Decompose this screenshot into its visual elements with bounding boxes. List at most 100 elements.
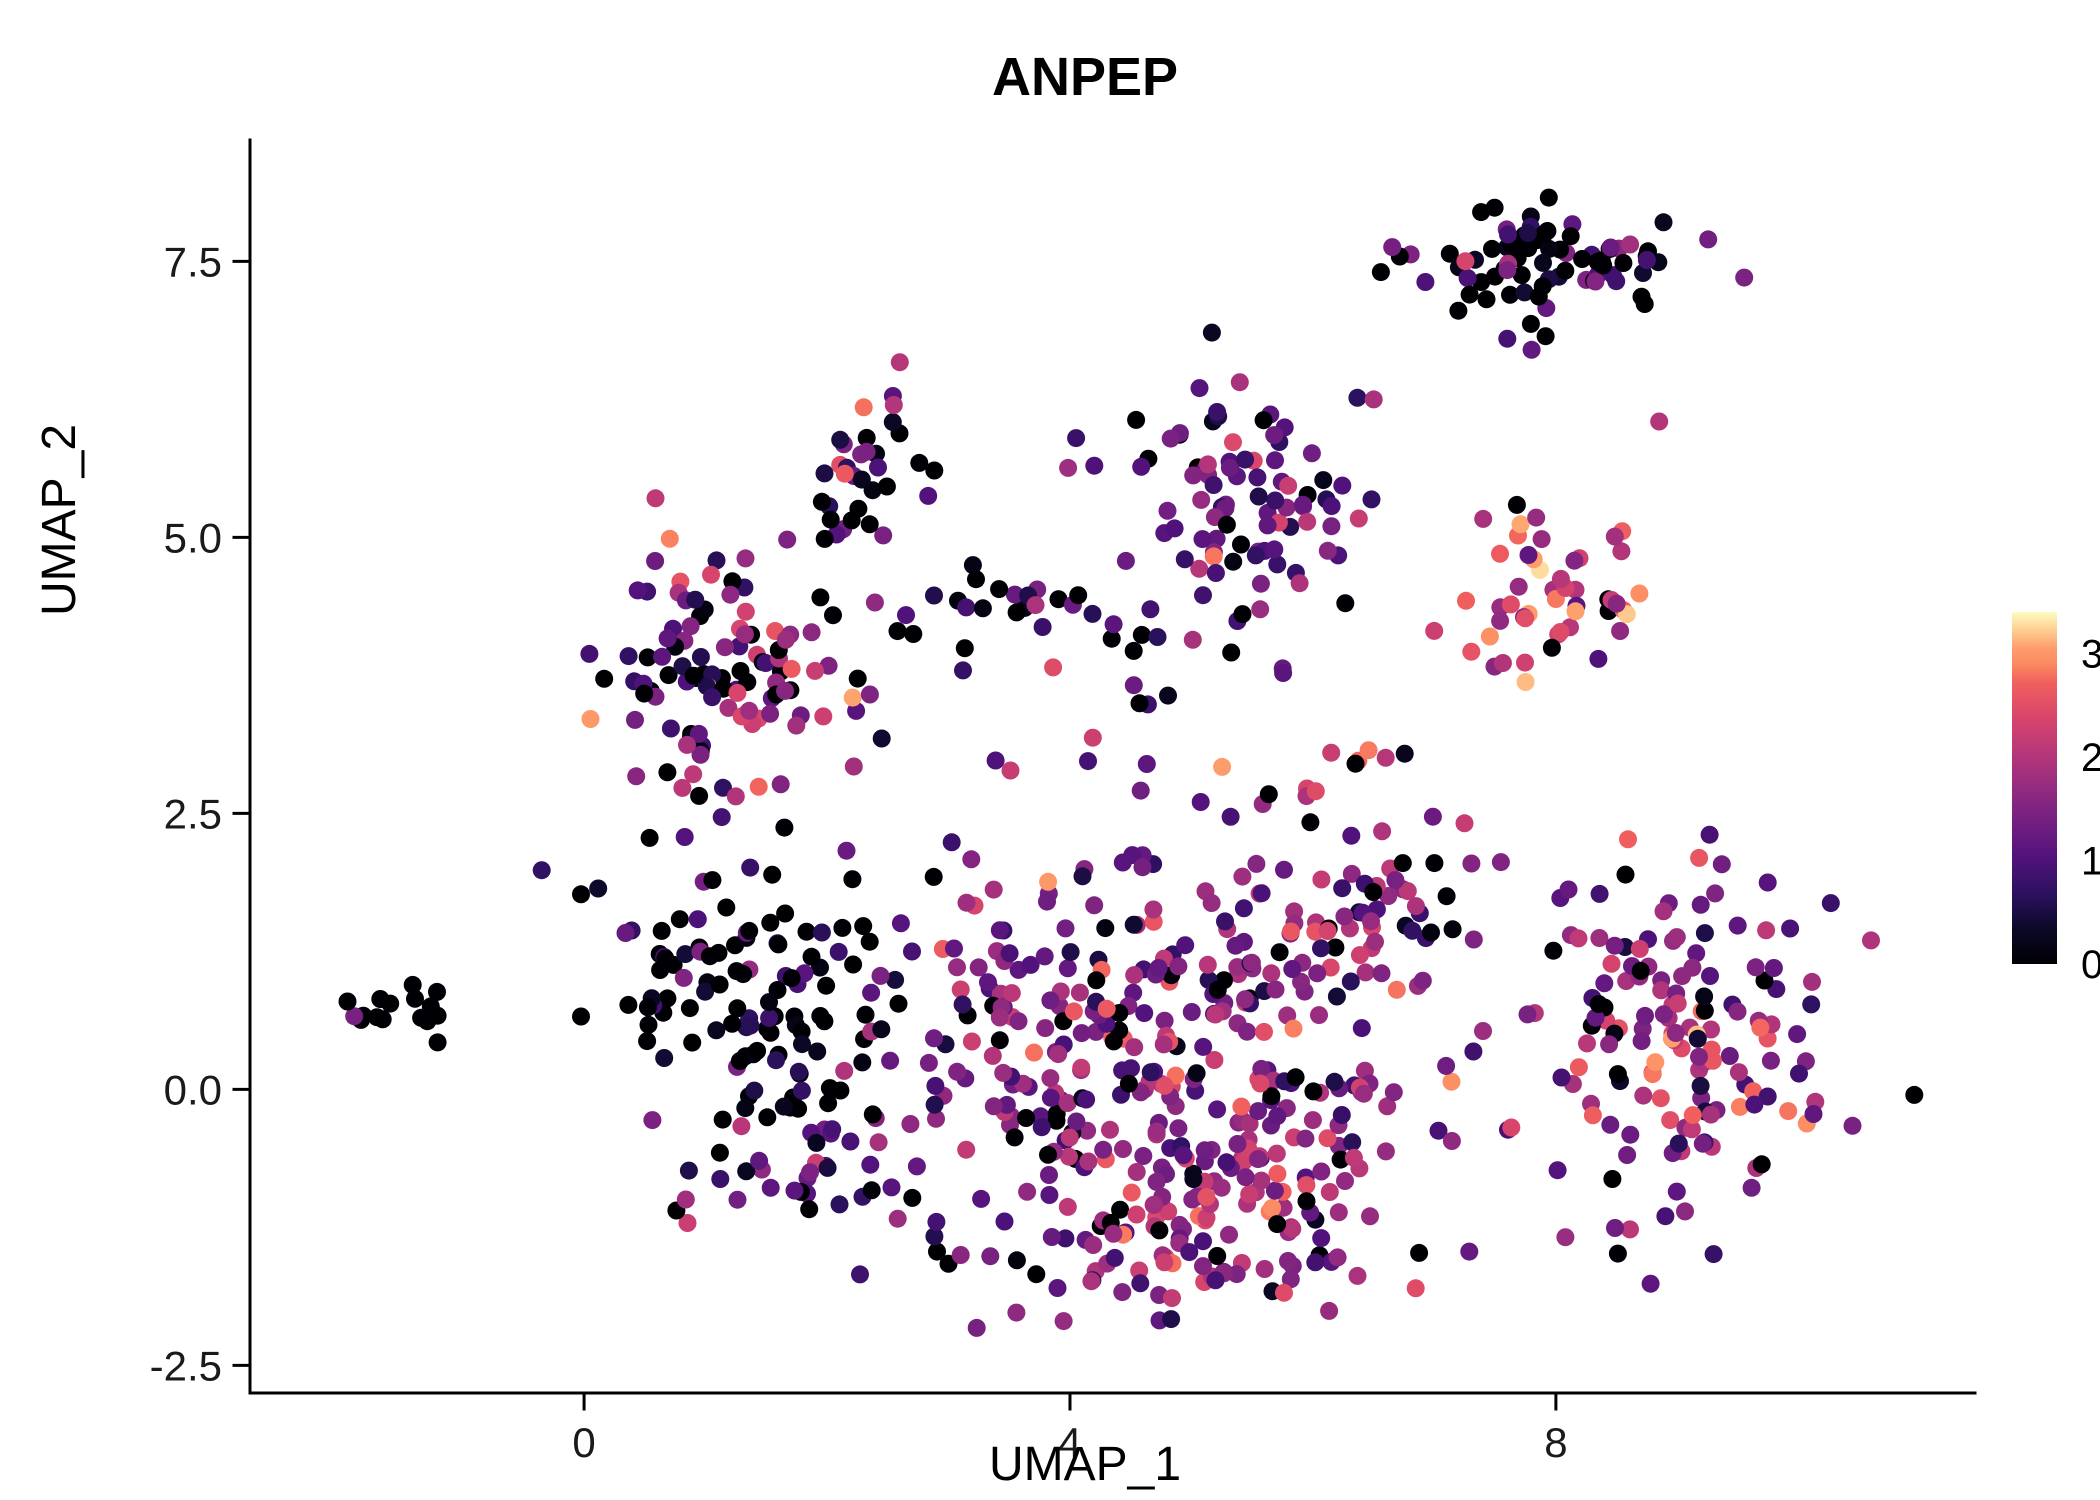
data-point	[954, 661, 972, 680]
data-point	[1602, 954, 1621, 973]
data-point	[1302, 444, 1321, 463]
data-point	[1058, 1197, 1077, 1216]
data-point	[1318, 1129, 1337, 1148]
data-point	[861, 1155, 880, 1174]
data-point	[689, 724, 708, 743]
data-point	[1040, 1166, 1058, 1184]
data-point	[1442, 1072, 1461, 1091]
data-point	[815, 464, 834, 483]
data-point	[829, 942, 848, 961]
data-point	[1232, 1097, 1251, 1116]
data-point	[1083, 604, 1102, 623]
data-point	[1132, 457, 1151, 476]
data-point	[1144, 900, 1163, 919]
data-point	[849, 499, 868, 518]
data-point	[871, 966, 890, 985]
data-point	[1290, 574, 1309, 593]
data-point	[676, 1190, 695, 1209]
data-point	[1637, 251, 1656, 269]
data-point	[801, 1163, 819, 1182]
data-point	[1266, 491, 1285, 510]
data-point	[726, 787, 745, 806]
data-point	[811, 588, 830, 607]
data-point	[802, 623, 821, 642]
data-point	[818, 1158, 837, 1177]
data-point	[702, 565, 720, 584]
data-point	[1607, 594, 1626, 613]
data-point	[1548, 1161, 1567, 1180]
data-point	[660, 529, 679, 548]
data-point	[860, 685, 879, 704]
data-point	[1393, 854, 1412, 873]
data-point	[1252, 884, 1271, 903]
data-point	[1425, 854, 1444, 873]
data-point	[814, 707, 833, 726]
data-point	[1162, 1310, 1181, 1329]
data-point	[1132, 625, 1151, 644]
data-point	[1265, 1181, 1284, 1200]
data-point	[1169, 957, 1188, 976]
y-tick-label: -2.5	[150, 1342, 222, 1389]
data-point	[1512, 266, 1531, 285]
data-point	[883, 413, 902, 432]
data-point	[1460, 285, 1479, 304]
data-point	[1141, 600, 1160, 619]
data-point	[857, 442, 876, 461]
data-point	[1191, 793, 1210, 811]
data-point	[1654, 213, 1673, 232]
data-point	[1569, 1058, 1588, 1077]
data-point	[1607, 272, 1626, 291]
data-point	[1691, 1076, 1710, 1095]
data-point	[1301, 813, 1320, 832]
data-point	[1688, 1029, 1707, 1048]
data-point	[1123, 846, 1142, 865]
data-point	[428, 1033, 447, 1052]
data-point	[1474, 509, 1493, 528]
data-point	[655, 1049, 674, 1067]
data-point	[1124, 915, 1143, 934]
data-point	[1695, 924, 1714, 943]
data-point	[1758, 1087, 1777, 1106]
data-point	[981, 1247, 1000, 1266]
data-point	[1262, 964, 1281, 983]
data-point	[994, 1063, 1013, 1082]
data-point	[1573, 250, 1592, 268]
data-point	[1641, 1274, 1660, 1293]
data-point	[1058, 1094, 1077, 1112]
data-point	[1202, 894, 1221, 912]
data-point	[1322, 497, 1341, 516]
data-point	[1502, 1118, 1521, 1137]
data-point	[628, 581, 647, 600]
data-point	[1111, 1200, 1130, 1219]
data-point	[865, 593, 884, 612]
data-point	[1039, 1145, 1057, 1164]
data-point	[715, 638, 734, 657]
data-point	[1551, 623, 1570, 641]
data-point	[1265, 540, 1284, 559]
data-point	[1474, 1022, 1492, 1040]
data-point	[1275, 1283, 1293, 1302]
data-point	[1702, 1020, 1720, 1039]
data-point	[1204, 476, 1223, 494]
data-point	[1044, 658, 1063, 677]
data-point	[1634, 1086, 1653, 1105]
data-point	[1630, 584, 1649, 603]
data-point	[1788, 1025, 1807, 1044]
data-point	[1222, 643, 1241, 662]
data-point	[812, 492, 831, 511]
data-point	[373, 1010, 392, 1029]
data-point	[761, 913, 780, 932]
x-tick-label: 4	[1058, 1419, 1081, 1466]
data-point	[1589, 649, 1608, 668]
data-point	[951, 980, 970, 999]
data-point	[750, 1151, 769, 1170]
data-point	[1310, 1006, 1328, 1025]
data-point	[653, 647, 672, 666]
data-point	[925, 461, 944, 480]
data-point	[962, 1032, 981, 1051]
data-point	[745, 1081, 764, 1100]
data-point	[793, 1035, 811, 1054]
data-point	[919, 486, 938, 505]
